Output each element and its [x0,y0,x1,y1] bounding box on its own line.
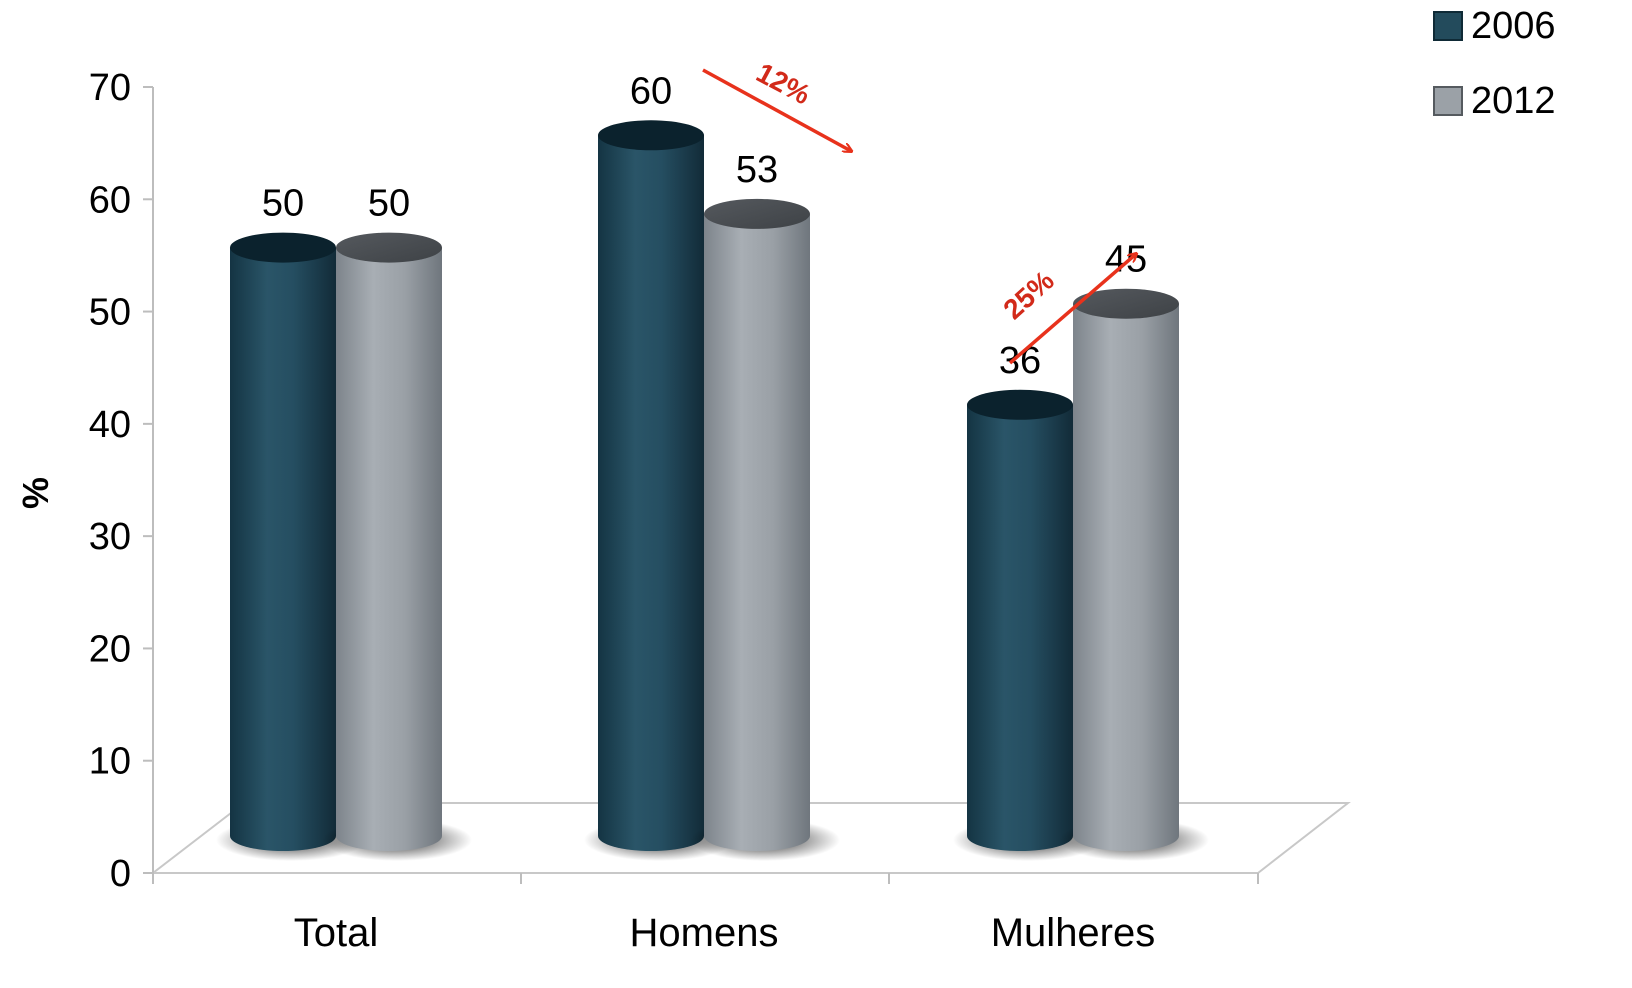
bar-body [967,404,1073,851]
y-axis: 0 10 20 30 40 50 60 70 Total Homens Mulheres [89,67,1259,955]
bar-2012-Mulheres [1059,288,1209,861]
x-tick-label: Mulheres [991,911,1156,955]
data-label: 36 [999,340,1041,382]
y-tick-label: 10 [89,741,131,783]
legend: 2006 2012 [1433,5,1556,122]
y-tick-label: 30 [89,516,131,558]
legend-label: 2012 [1471,80,1556,122]
arrow-up [1008,254,1136,365]
bar-body [1073,303,1179,851]
x-tick-label: Total [294,911,379,955]
data-label: 50 [262,183,304,225]
data-label: 60 [630,70,672,112]
bar-body [230,247,336,852]
y-tick-label: 20 [89,628,131,670]
x-tick-label: Homens [630,911,779,955]
bar-2006-Total [216,232,366,861]
bar-top [704,198,810,229]
annotation-label: 25% [997,265,1059,326]
y-tick-label: 40 [89,404,131,446]
arrow-down [702,68,851,151]
bar-top [1073,288,1179,319]
legend-swatch-2012 [1433,86,1463,116]
bar-body [704,213,810,851]
bar-body [598,135,704,852]
bar-2006-Mulheres [953,389,1103,861]
bar-2012-Total [322,232,472,861]
legend-label: 2006 [1471,5,1556,47]
y-axis-title: % [15,477,56,509]
bar-top [598,120,704,151]
data-label: 50 [368,183,410,225]
bar-body [336,247,442,852]
data-label: 53 [736,149,778,191]
bars [216,120,1209,861]
bar-top [336,232,442,263]
bar-2006-Homens [584,120,734,861]
y-tick-label: 60 [89,179,131,221]
bar-top [967,389,1073,420]
y-tick-label: 0 [110,853,131,895]
legend-swatch-2006 [1433,11,1463,41]
y-tick-label: 70 [89,67,131,109]
bar-top [230,232,336,263]
bar-2012-Homens [690,198,840,861]
y-tick-label: 50 [89,292,131,334]
